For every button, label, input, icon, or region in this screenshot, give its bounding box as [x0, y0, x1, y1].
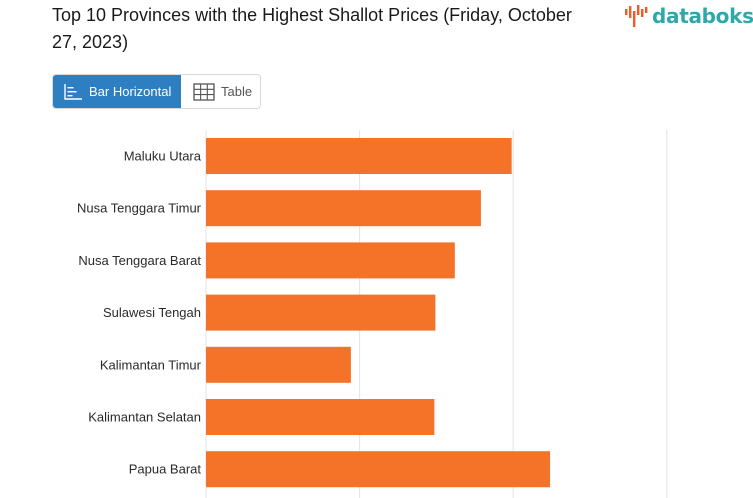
bar-horizontal-button[interactable]: Bar Horizontal — [53, 75, 181, 108]
bar-papua-barat[interactable] — [206, 451, 551, 488]
category-label: Nusa Tenggara Barat — [78, 253, 201, 268]
bar-chart-icon — [64, 83, 82, 100]
bars — [206, 138, 551, 488]
bar-nusa-tenggara-barat[interactable] — [206, 242, 455, 279]
chart-title: Top 10 Provinces with the Highest Shallo… — [52, 5, 572, 52]
category-label: Kalimantan Selatan — [88, 410, 201, 425]
databoks-mark-icon — [625, 5, 648, 27]
category-label: Papua Barat — [129, 462, 202, 477]
bar-horizontal-label: Bar Horizontal — [89, 84, 172, 99]
bar-nusa-tenggara-timur[interactable] — [206, 190, 481, 227]
table-label: Table — [221, 84, 253, 99]
logo-text: databoks — [652, 4, 753, 28]
category-labels: Maluku Utara Nusa Tenggara Timur Nusa Teng… — [77, 149, 202, 477]
category-label: Kalimantan Timur — [100, 357, 202, 372]
category-label: Nusa Tenggara Timur — [77, 201, 202, 216]
category-label: Sulawesi Tengah — [103, 305, 201, 320]
bar-kalimantan-timur[interactable] — [206, 346, 351, 383]
category-label: Maluku Utara — [124, 149, 202, 164]
bar-maluku-utara[interactable] — [206, 138, 512, 174]
view-toggle: Bar Horizontal Table — [52, 74, 261, 109]
table-icon — [193, 82, 215, 101]
bar-sulawesi-tengah[interactable] — [206, 294, 436, 331]
bar-kalimantan-selatan[interactable] — [206, 399, 435, 435]
table-button[interactable]: Table — [181, 75, 260, 108]
databoks-logo[interactable]: databoks — [624, 2, 753, 30]
